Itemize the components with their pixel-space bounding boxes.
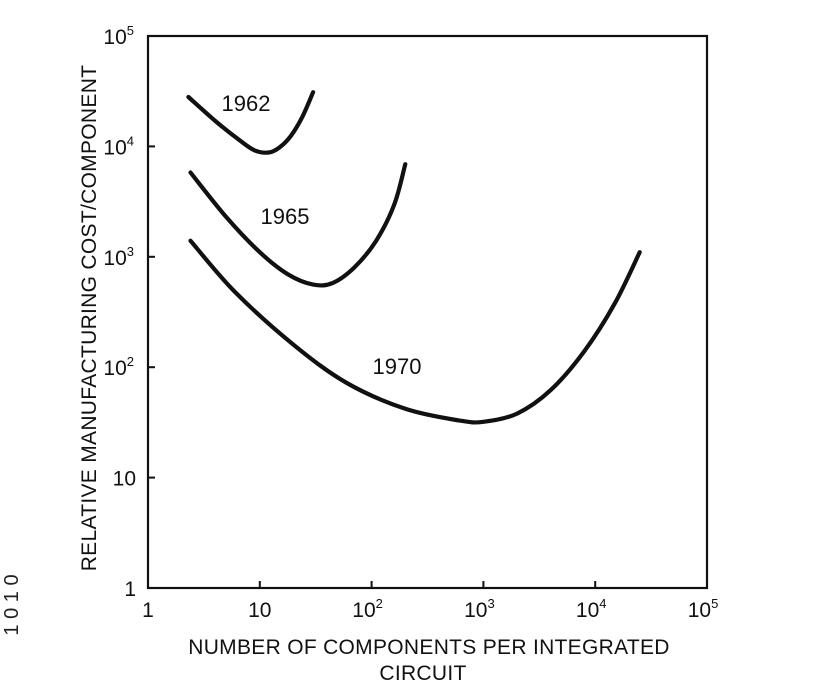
y-tick-label: 104 <box>103 133 134 159</box>
series-label-1965: 1965 <box>261 204 310 229</box>
y-axis-label: RELATIVE MANUFACTURING COST/COMPONENT <box>78 65 101 572</box>
curve-1962 <box>186 90 316 155</box>
curve-1970 <box>188 238 642 425</box>
plot-frame <box>146 34 709 590</box>
y-tick-label: 103 <box>103 244 134 270</box>
y-tick-label: 10 <box>113 468 136 491</box>
x-tick-label: 1 <box>142 599 154 622</box>
series-labels: 1962 1965 1970 <box>222 91 422 379</box>
y-tick-label: 105 <box>103 23 134 49</box>
curve-1965 <box>188 162 408 288</box>
x-axis-label-line-2: CIRCUIT <box>379 662 466 685</box>
cropped-margin-text: 1 0 1 0 <box>1 574 23 635</box>
series-label-1970: 1970 <box>373 354 422 379</box>
y-tick-label: 102 <box>103 354 134 380</box>
series-label-1962: 1962 <box>222 91 271 116</box>
x-axis-label-line-1: NUMBER OF COMPONENTS PER INTEGRATED <box>188 636 669 659</box>
x-tick-label: 10 <box>248 599 271 622</box>
series-curves <box>186 90 642 425</box>
x-tick-label: 105 <box>688 596 719 622</box>
x-tick-label: 103 <box>464 596 495 622</box>
y-tick-label: 1 <box>124 578 136 601</box>
x-tick-label: 102 <box>352 596 383 622</box>
x-tick-label: 104 <box>576 596 607 622</box>
